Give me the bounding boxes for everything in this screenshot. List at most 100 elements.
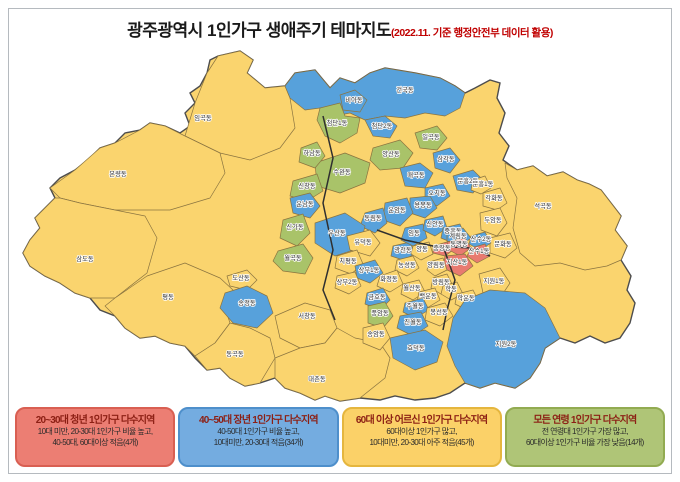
- legend-desc-line: 40-50대 1인가구 비율 높고,: [217, 427, 300, 436]
- map-region: [470, 175, 492, 195]
- map-region-label: 산수1동: [469, 246, 490, 255]
- map-region-label: 양동: [416, 245, 428, 253]
- map-region-label: 매곡동: [407, 171, 425, 179]
- map-region: [479, 207, 508, 237]
- map-region-label: 계림동: [449, 231, 467, 240]
- map-region-label: 중흥동: [444, 226, 462, 235]
- legend-box-allages: 모든 연령 1인가구 다수지역 전 연령대 1인가구 가장 많고, 60대이상 …: [504, 407, 665, 467]
- map-region-label: 신창동: [298, 181, 316, 190]
- legend-title: 20~30대 청년 1인가구 다수지역: [35, 415, 156, 426]
- map-region-label: 백운동: [419, 291, 437, 300]
- map-region-label: 용봉동: [414, 201, 432, 209]
- title-block: 광주광역시 1인가구 생애주기 테마지도(2022.11. 기준 행정안전부 데…: [0, 16, 680, 41]
- map-region-label: 각화동: [485, 194, 503, 202]
- map-region-label: 충장동: [433, 243, 451, 252]
- map-region: [194, 322, 276, 387]
- map-region-label: 운남동: [296, 199, 314, 208]
- district-boundary-line: [376, 229, 491, 257]
- map-region-label: 임동: [408, 229, 420, 237]
- map-region-label: 풍암동: [371, 309, 389, 317]
- map-region: [489, 232, 518, 259]
- legend-box-youth: 20~30대 청년 1인가구 다수지역 10대 미만, 20-30대 1인가구 …: [15, 407, 176, 467]
- map-region-label: 진월동: [404, 317, 422, 326]
- legend-desc-line: 60대이상 1인가구 많고,: [386, 427, 457, 436]
- map-region-label: 상무1동: [359, 265, 380, 274]
- map-region-label: 두암동: [484, 216, 502, 224]
- map-region: [364, 115, 398, 139]
- map-region-label: 유덕동: [354, 238, 372, 246]
- legend-title: 60대 이상 어르신 1인가구 다수지역: [355, 415, 488, 426]
- map-region: [346, 229, 381, 257]
- map-region: [426, 257, 448, 277]
- map-region: [389, 329, 444, 371]
- map-region: [334, 271, 362, 295]
- map-region: [394, 255, 420, 277]
- map-region: [298, 141, 326, 169]
- legend-desc-line: 10대미만, 20-30대 아주 적음(45개): [369, 437, 474, 447]
- map-region: [219, 285, 274, 329]
- map-region-label: 신안동: [426, 219, 444, 228]
- map-region-label: 오치동: [428, 188, 446, 197]
- legend-title: 40~50대 장년 1인가구 다수지역: [198, 415, 319, 426]
- page-title: 광주광역시 1인가구 생애주기 테마지도: [127, 21, 391, 40]
- map-region: [432, 147, 461, 174]
- map-region-label: 월곡동: [284, 253, 302, 262]
- map-region-label: 삼각동: [437, 154, 455, 163]
- map-region-label: 산수2동: [471, 234, 492, 243]
- legend-desc-line: 10대 미만, 20-30대 1인가구 비율 높고,: [37, 427, 153, 436]
- map-region-label: 건국동: [396, 85, 414, 94]
- map-container: 임곡동 본량동 삼도동 평동 동곡동 서창동 대촌동 석곡동 건국동 비아동 첨단1동 첨단2동 일곡동…: [0, 42, 680, 408]
- map-region-label: 동명동: [450, 239, 468, 248]
- map-region-label: 지원1동: [484, 276, 505, 285]
- legend-desc-line: 40-50대, 60대이상 적음(4개): [52, 437, 138, 447]
- map-region-label: 수완동: [333, 168, 351, 176]
- map-region: [504, 162, 628, 271]
- map-region-label: 지산1동: [447, 257, 468, 266]
- map-region-label: 송정동: [238, 298, 256, 307]
- map-region-label: 금호동: [368, 293, 386, 301]
- legend-desc-line: 전 연령대 1인가구 가장 많고,: [541, 427, 629, 436]
- map-region: [478, 267, 511, 299]
- district-boundary-line: [442, 245, 456, 331]
- map-region-label: 하남동: [303, 148, 321, 157]
- map-region: [414, 125, 448, 151]
- map-region-label: 석곡동: [534, 201, 552, 210]
- map-region-label: 치평동: [339, 256, 357, 265]
- map-region-label: 도산동: [232, 273, 250, 282]
- map-region: [410, 241, 434, 261]
- map-region-label: 서창동: [298, 311, 316, 320]
- map-region-label: 양림동: [427, 261, 445, 269]
- map-region-label: 첨단2동: [372, 121, 393, 130]
- map-region-label: 우산동: [328, 228, 346, 237]
- map-region-label: 문흥2동: [458, 176, 479, 185]
- map-region-label: 일곡동: [422, 132, 440, 141]
- map-region-label: 양산동: [382, 149, 400, 158]
- map-region-label: 본량동: [109, 170, 127, 178]
- map-region-label: 운암동: [388, 206, 406, 214]
- district-boundary-line: [322, 115, 336, 321]
- map-region: [339, 89, 368, 113]
- map-region-label: 동림동: [364, 214, 382, 222]
- map-region: [226, 269, 258, 291]
- map-region-label: 첨단1동: [327, 118, 348, 127]
- map-region: [279, 213, 311, 247]
- map-region: [367, 301, 394, 329]
- map-region-label: 방림동: [432, 277, 450, 286]
- map-region-label: 평동: [162, 292, 174, 301]
- map-region-label: 주월동: [406, 301, 424, 310]
- map-region: [482, 187, 508, 211]
- map-region-label: 학동: [445, 284, 457, 293]
- map-region: [399, 162, 434, 189]
- map-region-label: 효덕동: [407, 344, 425, 352]
- map-region: [272, 243, 314, 275]
- map-region-label: 대촌동: [308, 374, 326, 383]
- map-region: [289, 173, 324, 202]
- map-region: [22, 197, 158, 299]
- map-region-label: 비아동: [345, 95, 363, 104]
- map-region-label: 문화동: [494, 240, 512, 248]
- map-region: [376, 269, 404, 293]
- map-region-label: 동곡동: [226, 350, 244, 358]
- legend-row: 20~30대 청년 1인가구 다수지역 10대 미만, 20-30대 1인가구 …: [15, 407, 665, 467]
